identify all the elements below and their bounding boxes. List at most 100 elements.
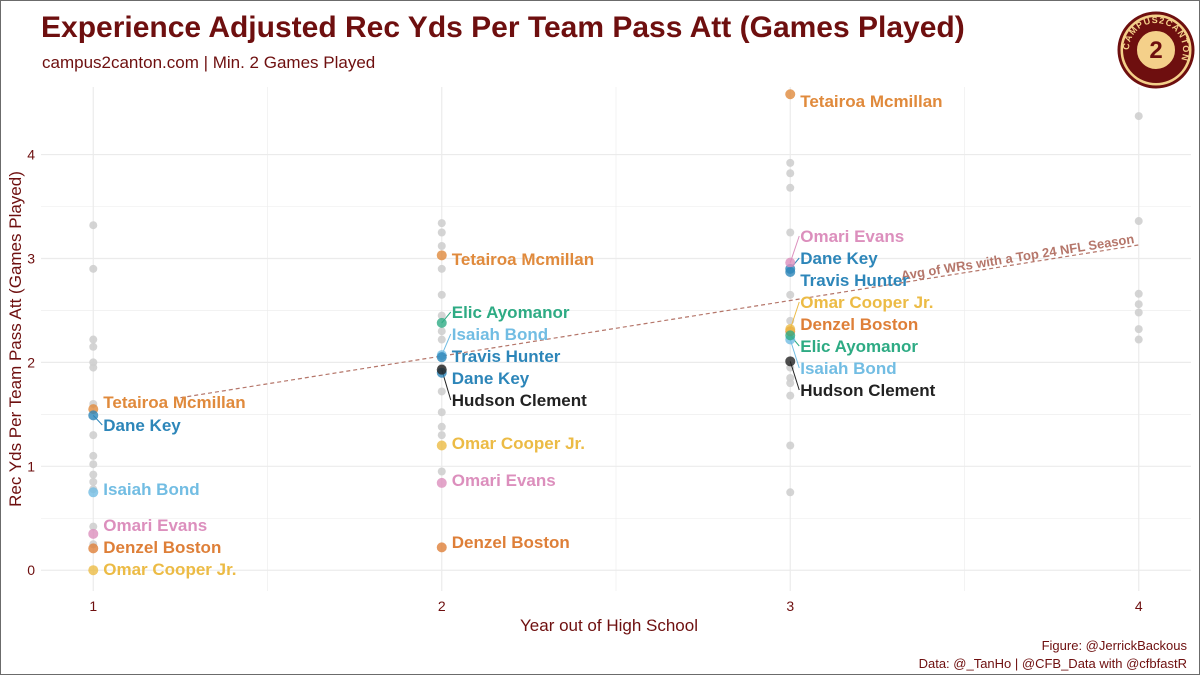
player-point: [88, 565, 99, 576]
player-label: Omar Cooper Jr.: [800, 293, 933, 312]
player-label: Omar Cooper Jr.: [103, 560, 236, 579]
background-point: [437, 290, 446, 299]
player-label: Tetairoa Mcmillan: [800, 92, 942, 111]
background-point: [437, 431, 446, 440]
chart-subtitle: campus2canton.com | Min. 2 Games Played: [42, 53, 376, 72]
background-point: [437, 335, 446, 344]
player-label: Tetairoa Mcmillan: [452, 250, 594, 269]
player-point: [436, 364, 447, 375]
player-point: [436, 440, 447, 451]
player-point: [88, 410, 99, 421]
chart-title: Experience Adjusted Rec Yds Per Team Pas…: [41, 11, 965, 44]
label-connector: [789, 361, 800, 391]
x-tick-label: 2: [438, 598, 446, 614]
x-tick-label: 1: [89, 598, 97, 614]
player-label: Dane Key: [452, 369, 530, 388]
player-labels: Tetairoa Mcmillan Tetairoa Mcmillan Tetair…: [103, 92, 942, 579]
y-axis-title: Rec Yds Per Team Pass Att (Games Played): [6, 171, 25, 507]
player-label: Denzel Boston: [800, 315, 918, 334]
background-point: [437, 408, 446, 417]
caption-figure-credit: Figure: @JerrickBackous: [1041, 638, 1187, 653]
background-point: [437, 264, 446, 273]
background-point: [437, 228, 446, 237]
player-point: [785, 89, 796, 100]
logo-center-text: 2: [1149, 37, 1162, 64]
player-label: Isaiah Bond: [452, 325, 548, 344]
player-label: Denzel Boston: [452, 533, 570, 552]
background-point: [89, 264, 98, 273]
x-tick-label: 3: [786, 598, 794, 614]
background-point: [786, 228, 795, 237]
y-tick-label: 4: [27, 147, 35, 163]
background-point: [786, 158, 795, 167]
player-point: [88, 543, 99, 554]
background-point: [89, 335, 98, 344]
player-label: Dane Key: [103, 416, 181, 435]
player-point: [785, 257, 796, 268]
player-point: [436, 477, 447, 488]
player-label: Elic Ayomanor: [452, 303, 570, 322]
background-point: [89, 522, 98, 531]
background-point: [89, 431, 98, 440]
y-tick-label: 1: [27, 458, 35, 474]
player-point: [88, 528, 99, 539]
background-point: [1134, 300, 1143, 309]
background-point: [437, 219, 446, 228]
player-label: Elic Ayomanor: [800, 337, 918, 356]
axes: 1 2 3 4 0 1 2 3 4 Year out of High School Rec Yds …: [6, 147, 1143, 635]
player-point: [785, 266, 796, 277]
player-label: Omari Evans: [452, 471, 556, 490]
background-point: [437, 387, 446, 396]
player-point: [785, 356, 796, 367]
player-label: Hudson Clement: [452, 391, 587, 410]
background-point: [89, 477, 98, 486]
background-point: [1134, 335, 1143, 344]
player-point: [436, 352, 447, 363]
background-point: [786, 169, 795, 178]
background-point: [786, 441, 795, 450]
background-point: [786, 488, 795, 497]
background-point: [437, 311, 446, 320]
player-point: [436, 250, 447, 261]
background-point: [89, 460, 98, 469]
player-label: Travis Hunter: [800, 271, 909, 290]
campus2canton-logo: CAMPUS2CANTON 2: [1117, 11, 1195, 89]
player-point: [785, 330, 796, 341]
background-point: [437, 422, 446, 431]
y-tick-label: 2: [27, 354, 35, 370]
background-point: [437, 467, 446, 476]
player-label: Tetairoa Mcmillan: [103, 393, 245, 412]
background-point: [1134, 112, 1143, 121]
background-point: [89, 451, 98, 460]
player-point: [436, 317, 447, 328]
player-label: Omar Cooper Jr.: [452, 434, 585, 453]
background-point: [1134, 308, 1143, 317]
player-point: [88, 487, 99, 498]
player-label: Dane Key: [800, 249, 878, 268]
background-points: [89, 112, 1143, 549]
background-point: [89, 363, 98, 372]
background-point: [786, 183, 795, 192]
background-point: [89, 342, 98, 351]
caption-data-credit: Data: @_TanHo | @CFB_Data with @cfbfastR: [918, 656, 1187, 671]
x-axis-title: Year out of High School: [520, 616, 698, 635]
player-label: Hudson Clement: [800, 381, 935, 400]
grid: [41, 87, 1191, 591]
trend-line: [180, 244, 1139, 399]
player-label: Travis Hunter: [452, 347, 561, 366]
trend-line-label: Avg of WRs with a Top 24 NFL Season: [900, 231, 1135, 283]
background-point: [89, 470, 98, 479]
player-label: Isaiah Bond: [800, 359, 896, 378]
trend-line-group: Avg of WRs with a Top 24 NFL Season: [180, 231, 1139, 399]
background-point: [786, 391, 795, 400]
player-label: Omari Evans: [103, 516, 207, 535]
x-tick-label: 4: [1135, 598, 1143, 614]
y-tick-label: 3: [27, 250, 35, 266]
player-label: Omari Evans: [800, 227, 904, 246]
player-points: [88, 89, 796, 576]
caption: Figure: @JerrickBackous Data: @_TanHo | …: [919, 637, 1187, 673]
background-point: [1134, 325, 1143, 334]
background-point: [1134, 289, 1143, 298]
